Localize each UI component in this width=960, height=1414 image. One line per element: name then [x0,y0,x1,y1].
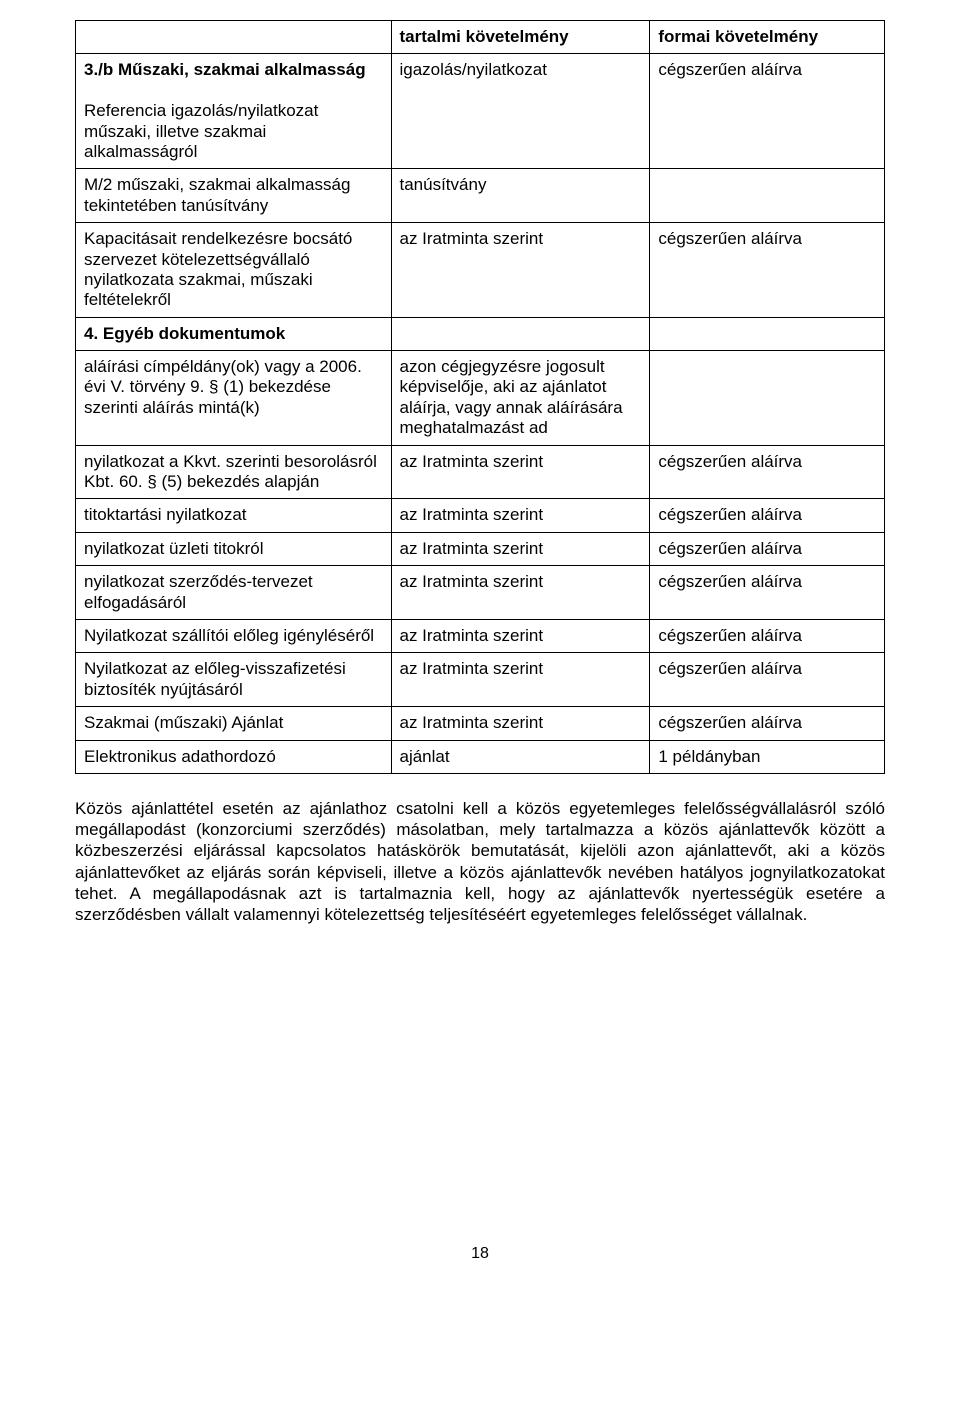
cell-c2 [391,317,650,350]
table-row: nyilatkozat szerződés-tervezet elfogadás… [76,566,885,620]
cell-c1: nyilatkozat üzleti titokról [76,532,392,565]
cell-c3: cégszerűen aláírva [650,532,885,565]
table-row: Nyilatkozat az előleg-visszafizetési biz… [76,653,885,707]
table-row: Elektronikus adathordozó ajánlat 1 példá… [76,740,885,773]
cell-c3 [650,169,885,223]
header-col2: tartalmi követelmény [391,21,650,54]
cell-c1: 3./b Műszaki, szakmai alkalmasság Refere… [76,54,392,169]
cell-c3 [650,317,885,350]
table-row: nyilatkozat a Kkvt. szerinti besorolásró… [76,445,885,499]
cell-c3: cégszerűen aláírva [650,619,885,652]
table-row: titoktartási nyilatkozat az Iratminta sz… [76,499,885,532]
cell-c2: igazolás/nyilatkozat [391,54,650,169]
cell-c3: 1 példányban [650,740,885,773]
header-col3: formai követelmény [650,21,885,54]
table-row: 4. Egyéb dokumentumok [76,317,885,350]
cell-c1: Nyilatkozat az előleg-visszafizetési biz… [76,653,392,707]
cell-c1: aláírási címpéldány(ok) vagy a 2006. évi… [76,351,392,446]
table-row: aláírási címpéldány(ok) vagy a 2006. évi… [76,351,885,446]
table-row: Kapacitásait rendelkezésre bocsátó szerv… [76,223,885,318]
cell-c2: ajánlat [391,740,650,773]
cell-c3: cégszerűen aláírva [650,445,885,499]
table-header-row: tartalmi követelmény formai követelmény [76,21,885,54]
cell-c1: nyilatkozat a Kkvt. szerinti besorolásró… [76,445,392,499]
table-row: 3./b Műszaki, szakmai alkalmasság Refere… [76,54,885,169]
cell-c3 [650,351,885,446]
cell-c2: azon cégjegyzésre jogosult képviselője, … [391,351,650,446]
header-col1 [76,21,392,54]
cell-c2: az Iratminta szerint [391,532,650,565]
cell-text: Referencia igazolás/nyilatkozat műszaki,… [84,101,318,161]
cell-c1: 4. Egyéb dokumentumok [76,317,392,350]
table-row: nyilatkozat üzleti titokról az Iratminta… [76,532,885,565]
cell-c2: az Iratminta szerint [391,653,650,707]
table-row: Nyilatkozat szállítói előleg igénylésérő… [76,619,885,652]
cell-c3: cégszerűen aláírva [650,223,885,318]
cell-c2: az Iratminta szerint [391,566,650,620]
cell-c1: nyilatkozat szerződés-tervezet elfogadás… [76,566,392,620]
cell-c2: az Iratminta szerint [391,619,650,652]
cell-c3: cégszerűen aláírva [650,54,885,169]
cell-c2: az Iratminta szerint [391,445,650,499]
cell-c1: M/2 műszaki, szakmai alkalmasság tekinte… [76,169,392,223]
cell-c3: cégszerűen aláírva [650,707,885,740]
cell-c3: cégszerűen aláírva [650,653,885,707]
cell-c2: tanúsítvány [391,169,650,223]
cell-c2: az Iratminta szerint [391,707,650,740]
table-row: Szakmai (műszaki) Ajánlat az Iratminta s… [76,707,885,740]
cell-c1: Nyilatkozat szállítói előleg igénylésérő… [76,619,392,652]
page-number: 18 [75,1245,885,1263]
table-row: M/2 műszaki, szakmai alkalmasság tekinte… [76,169,885,223]
page: tartalmi követelmény formai követelmény … [0,0,960,1303]
body-paragraph: Közös ajánlattétel esetén az ajánlathoz … [75,798,885,926]
cell-c2: az Iratminta szerint [391,223,650,318]
cell-c1: titoktartási nyilatkozat [76,499,392,532]
cell-c2: az Iratminta szerint [391,499,650,532]
requirements-table: tartalmi követelmény formai követelmény … [75,20,885,774]
cell-bold-title: 3./b Műszaki, szakmai alkalmasság [84,60,366,79]
cell-c1: Szakmai (műszaki) Ajánlat [76,707,392,740]
cell-c3: cégszerűen aláírva [650,566,885,620]
cell-c3: cégszerűen aláírva [650,499,885,532]
cell-c1: Elektronikus adathordozó [76,740,392,773]
cell-c1: Kapacitásait rendelkezésre bocsátó szerv… [76,223,392,318]
